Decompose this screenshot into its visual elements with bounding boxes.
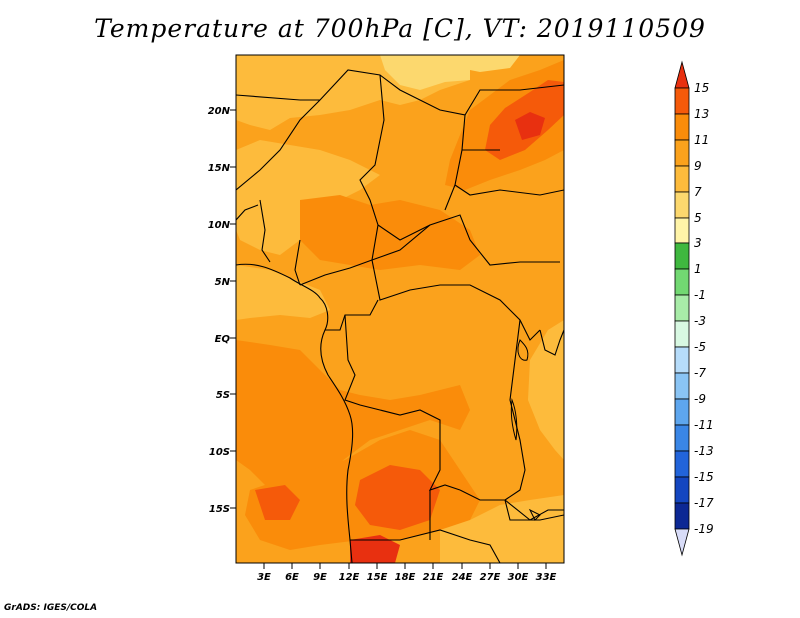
field-5-7-ne bbox=[470, 55, 520, 72]
country-borders bbox=[236, 69, 564, 563]
lat-label-20n: 20N bbox=[208, 106, 231, 117]
grads-credit: GrADS: IGES/COLA bbox=[4, 603, 98, 613]
colorbar-segment-m1 bbox=[674, 268, 690, 296]
lakes bbox=[510, 339, 541, 521]
lon-label-3e: 3E bbox=[257, 572, 271, 583]
lon-label-24e: 24E bbox=[452, 572, 473, 583]
colorbar-segment-m7 bbox=[674, 346, 690, 374]
field-gt15-sudan bbox=[515, 112, 545, 140]
lon-label-27e: 27E bbox=[480, 572, 501, 583]
map-frame bbox=[235, 54, 565, 564]
lat-label-5s: 5S bbox=[216, 390, 230, 401]
lon-ticks bbox=[263, 563, 547, 569]
lat-ticks bbox=[230, 109, 236, 509]
field-13-15-angola bbox=[355, 465, 440, 530]
colorbar-top-arrow bbox=[674, 60, 690, 89]
colorbar-segment-1 bbox=[674, 242, 690, 270]
colorbar-label: 5 bbox=[694, 211, 702, 225]
colorbar-label: -13 bbox=[694, 444, 714, 458]
colorbar-label: 3 bbox=[694, 236, 702, 250]
lat-label-eq: EQ bbox=[215, 334, 231, 345]
field-gt15-south bbox=[350, 535, 400, 563]
lon-label-33e: 33E bbox=[536, 572, 557, 583]
lon-label-6e: 6E bbox=[285, 572, 299, 583]
colorbar-segment-5 bbox=[674, 191, 690, 219]
lat-label-15s: 15S bbox=[209, 504, 230, 515]
colorbar-label: -5 bbox=[694, 340, 706, 354]
colorbar-label: -11 bbox=[694, 418, 714, 432]
field-11-13-central bbox=[300, 195, 480, 270]
colorbar-segment-m3 bbox=[674, 294, 690, 322]
lat-label-10s: 10S bbox=[209, 447, 230, 458]
temperature-field bbox=[236, 55, 564, 563]
colorbar-label: 1 bbox=[694, 262, 702, 276]
colorbar-segment-3 bbox=[674, 217, 690, 244]
chart-title: Temperature at 700hPa [C], VT: 201911050… bbox=[94, 14, 706, 43]
lat-label-15n: 15N bbox=[208, 163, 231, 174]
lat-label-10n: 10N bbox=[208, 220, 231, 231]
field-7-9-sahel bbox=[236, 140, 380, 255]
colorbar-segment-m9 bbox=[674, 372, 690, 400]
colorbar bbox=[674, 60, 690, 557]
colorbar-label: -17 bbox=[694, 496, 714, 510]
colorbar-label: 11 bbox=[694, 133, 709, 147]
lon-label-18e: 18E bbox=[395, 572, 416, 583]
colorbar-label: -1 bbox=[694, 288, 706, 302]
colorbar-segment-7 bbox=[674, 165, 690, 193]
colorbar-segment-m13 bbox=[674, 424, 690, 452]
colorbar-label: -19 bbox=[694, 522, 714, 536]
colorbar-label: 13 bbox=[694, 107, 709, 121]
colorbar-segment-13 bbox=[674, 87, 690, 115]
colorbar-label: 7 bbox=[694, 185, 702, 199]
colorbar-segment-m17 bbox=[674, 476, 690, 504]
colorbar-segment-m15 bbox=[674, 450, 690, 478]
field-11-13-drc bbox=[236, 340, 470, 490]
lon-label-12e: 12E bbox=[339, 572, 360, 583]
colorbar-bottom-arrow bbox=[674, 528, 690, 557]
colorbar-label: -15 bbox=[694, 470, 714, 484]
lat-label-5n: 5N bbox=[215, 277, 231, 288]
colorbar-label: 15 bbox=[694, 81, 709, 95]
field-7-9-coast bbox=[236, 265, 330, 320]
field-13-15-sw bbox=[255, 485, 300, 520]
lon-label-9e: 9E bbox=[313, 572, 327, 583]
colorbar-segment-m11 bbox=[674, 398, 690, 426]
colorbar-label: -7 bbox=[694, 366, 706, 380]
field-5-7 bbox=[380, 55, 470, 90]
colorbar-label: -3 bbox=[694, 314, 706, 328]
colorbar-segment-m19 bbox=[674, 502, 690, 530]
colorbar-label: 9 bbox=[694, 159, 702, 173]
lon-label-21e: 21E bbox=[423, 572, 444, 583]
colorbar-segment-m5 bbox=[674, 320, 690, 348]
colorbar-segment-9 bbox=[674, 139, 690, 167]
colorbar-label: -9 bbox=[694, 392, 706, 406]
colorbar-segment-11 bbox=[674, 113, 690, 141]
lon-label-15e: 15E bbox=[367, 572, 388, 583]
lon-label-30e: 30E bbox=[508, 572, 529, 583]
